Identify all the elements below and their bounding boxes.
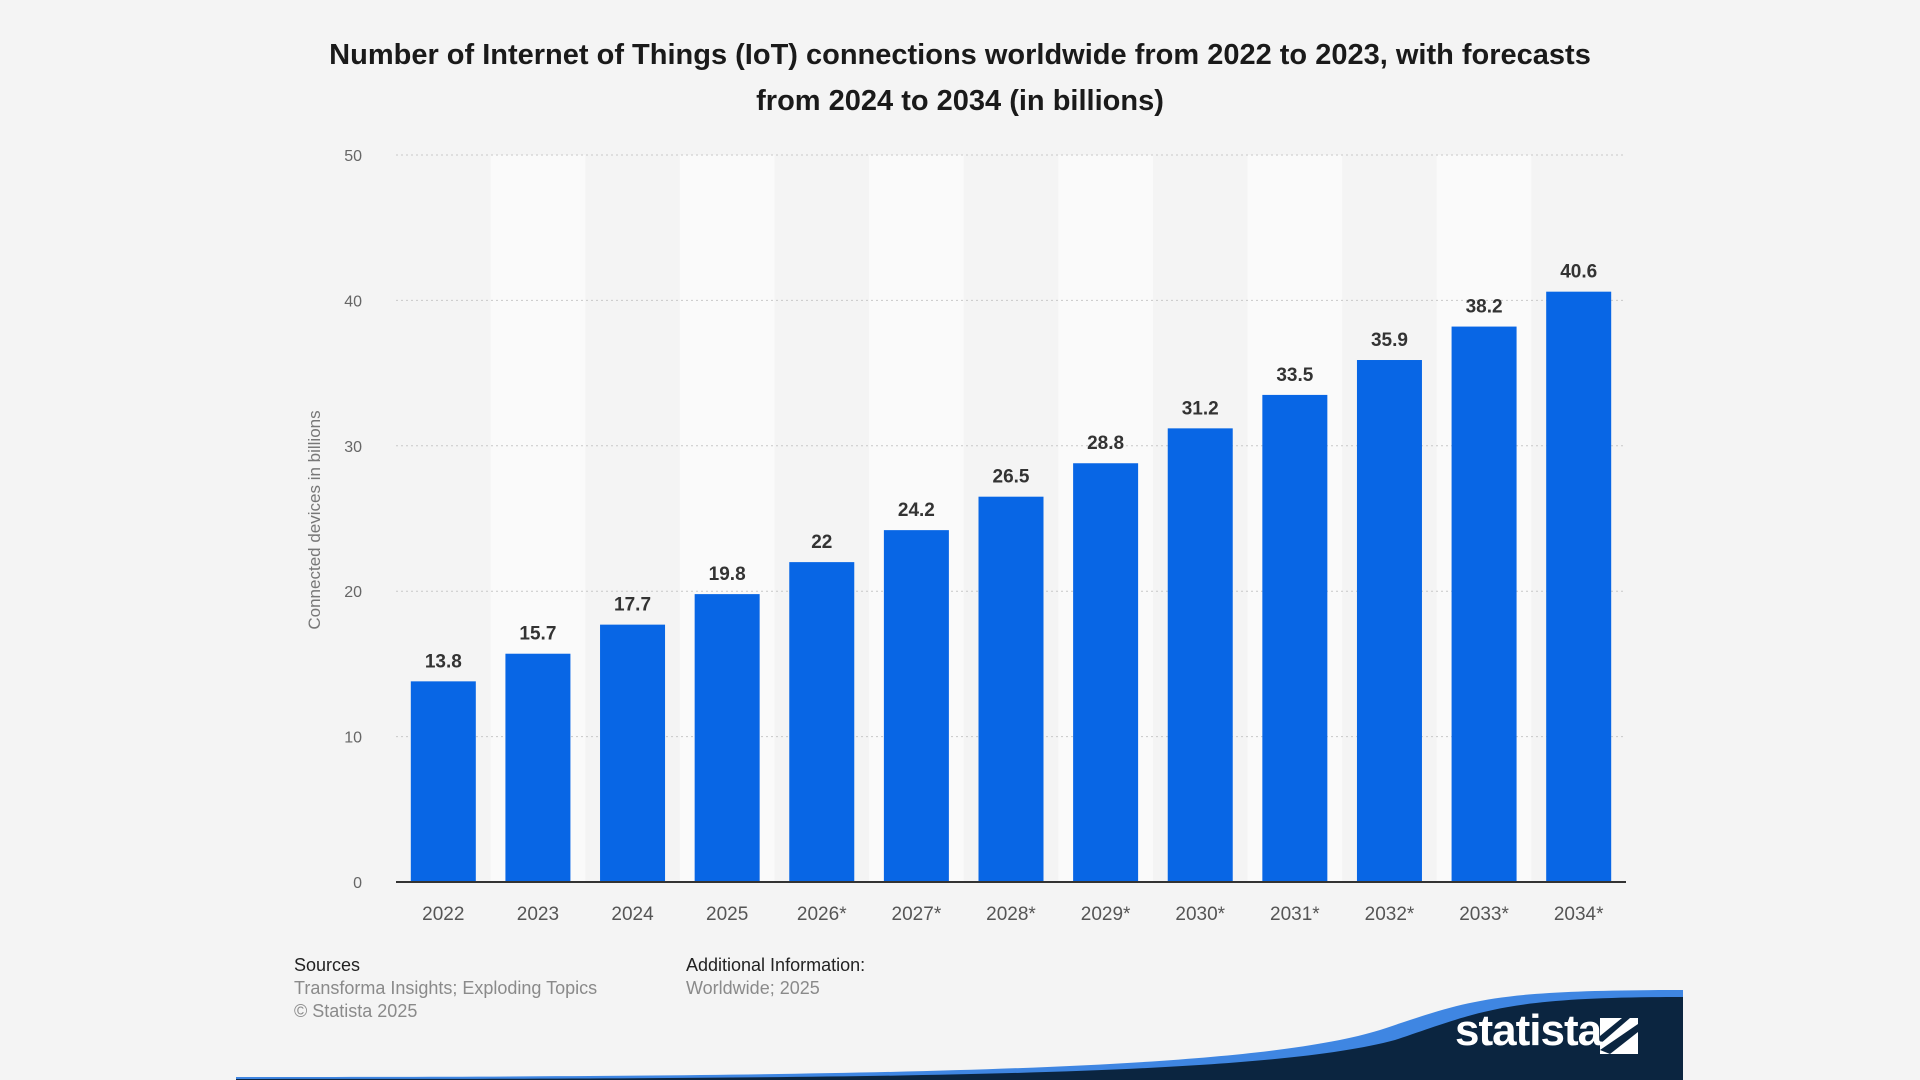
- x-tick-label: 2028*: [986, 904, 1036, 925]
- x-tick-label: 2029*: [1081, 904, 1131, 925]
- additional-info-heading: Additional Information:: [686, 955, 866, 975]
- y-axis-ticks: 0 10 20 30 40 50: [344, 148, 362, 892]
- value-label: 19.8: [709, 564, 746, 585]
- copyright-text: © Statista 2025: [294, 1001, 418, 1021]
- bar: [410, 681, 476, 882]
- value-label: 28.8: [1087, 433, 1124, 454]
- x-axis-ticks: 2022 2023 2024 2025 2026* 2027* 2028* 2029* 2030…: [422, 904, 1604, 925]
- bar: [1451, 326, 1517, 882]
- bar: [694, 594, 760, 882]
- bar: [978, 496, 1044, 882]
- value-labels: 13.8 15.7 17.7 19.8 22 24.2 26.5 28.8 31.2 33.5 35…: [425, 262, 1597, 673]
- value-label: 26.5: [993, 467, 1030, 488]
- bar: [883, 530, 949, 882]
- bar: [1262, 394, 1328, 882]
- additional-info-block: Additional Information: Worldwide; 2025: [686, 954, 865, 1000]
- bar: [505, 653, 571, 882]
- y-axis-label: Connected devices in billions: [305, 410, 324, 629]
- x-tick-label: 2022: [422, 904, 464, 925]
- y-tick-label: 10: [344, 730, 362, 747]
- value-label: 35.9: [1371, 330, 1408, 351]
- statista-logo-text: statista: [1455, 1006, 1602, 1055]
- value-label: 13.8: [425, 651, 462, 672]
- additional-info-text: Worldwide; 2025: [686, 978, 820, 998]
- value-label: 15.7: [519, 624, 556, 645]
- bar: [1073, 463, 1139, 882]
- y-tick-label: 50: [344, 148, 362, 165]
- x-tick-label: 2025: [706, 904, 748, 925]
- x-tick-label: 2026*: [797, 904, 847, 925]
- value-label: 22: [811, 532, 832, 553]
- value-label: 38.2: [1466, 297, 1503, 318]
- sources-block: Sources Transforma Insights; Exploding T…: [294, 954, 597, 1023]
- bar: [1356, 360, 1422, 882]
- value-label: 33.5: [1276, 365, 1313, 386]
- statista-logo-icon: [1600, 1018, 1638, 1054]
- value-label: 24.2: [898, 500, 935, 521]
- sources-text: Transforma Insights; Exploding Topics: [294, 978, 598, 998]
- value-label: 40.6: [1560, 262, 1597, 283]
- bar: [1546, 291, 1612, 882]
- y-tick-label: 40: [344, 293, 362, 310]
- y-tick-label: 0: [353, 875, 362, 892]
- value-label: 17.7: [614, 595, 651, 616]
- x-tick-label: 2023: [517, 904, 559, 925]
- y-tick-label: 30: [344, 439, 362, 456]
- x-tick-label: 2027*: [892, 904, 942, 925]
- bar: [1167, 428, 1233, 882]
- chart-title: Number of Internet of Things (IoT) conne…: [329, 39, 1591, 117]
- x-tick-label: 2033*: [1459, 904, 1509, 925]
- sources-heading: Sources: [294, 955, 361, 975]
- y-tick-label: 20: [344, 584, 362, 601]
- x-tick-label: 2032*: [1365, 904, 1415, 925]
- value-label: 31.2: [1182, 398, 1219, 419]
- x-tick-label: 2031*: [1270, 904, 1320, 925]
- x-tick-label: 2024: [611, 904, 654, 925]
- x-tick-label: 2030*: [1175, 904, 1225, 925]
- x-tick-label: 2034*: [1554, 904, 1604, 925]
- bars: [410, 291, 1612, 882]
- bar: [600, 624, 666, 882]
- statista-brand-graphic: [236, 990, 1683, 1080]
- bar: [789, 562, 855, 882]
